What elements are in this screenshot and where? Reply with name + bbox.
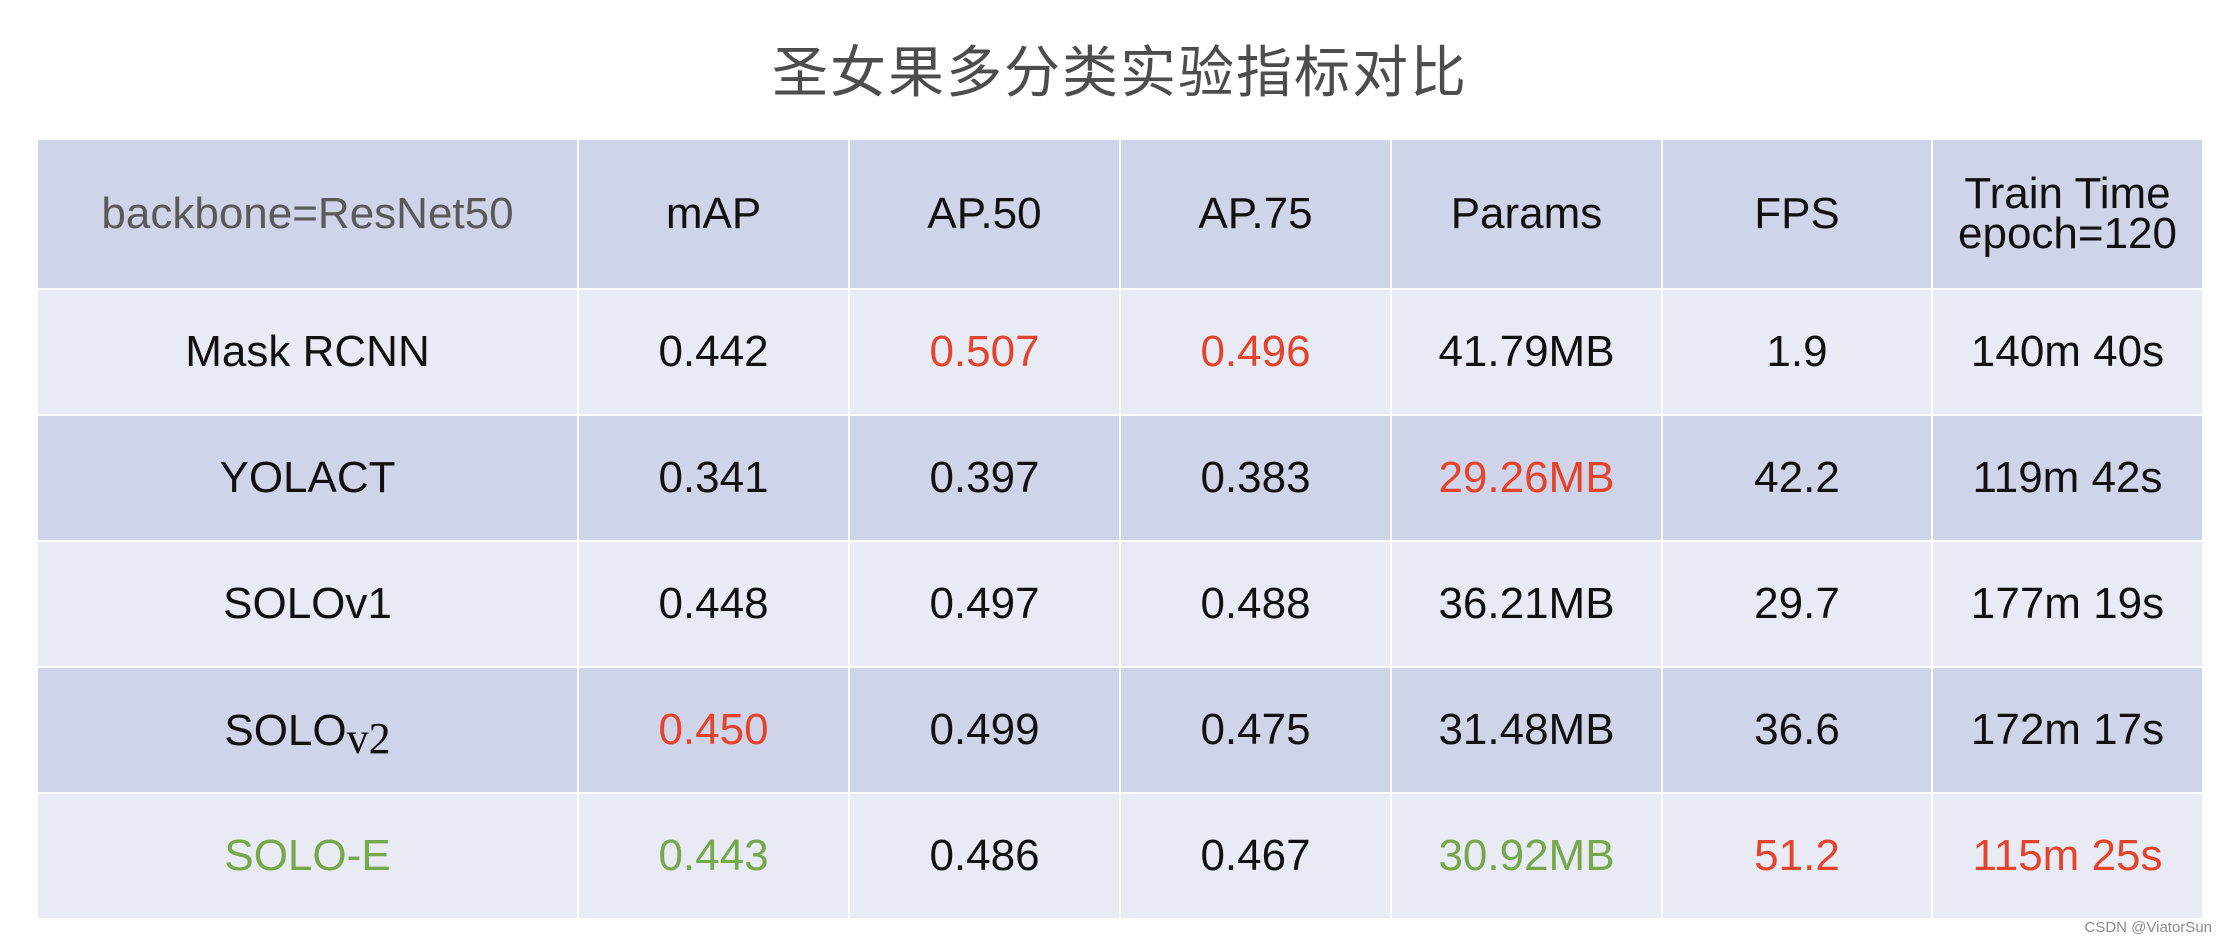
- cell-time: 177m 19s: [1931, 540, 2204, 668]
- cell-params: 41.79MB: [1390, 288, 1663, 416]
- header-train-time-line2: epoch=120: [1958, 209, 2177, 258]
- cell-ap50: 0.397: [848, 414, 1121, 542]
- cell-model: SOLO-E: [36, 792, 579, 920]
- table-row-solo-e: SOLO-E 0.443 0.486 0.467 30.92MB 51.2 11…: [36, 792, 2204, 920]
- header-row: backbone=ResNet50 mAP AP.50 AP.75 Params…: [36, 138, 2204, 290]
- cell-ap50: 0.497: [848, 540, 1121, 668]
- header-train-time: Train Time epoch=120: [1931, 138, 2204, 290]
- header-ap50: AP.50: [848, 138, 1121, 290]
- cell-time: 172m 17s: [1931, 666, 2204, 794]
- cell-params: 31.48MB: [1390, 666, 1663, 794]
- cell-fps: 1.9: [1661, 288, 1933, 416]
- cell-fps: 51.2: [1661, 792, 1933, 920]
- cell-ap75: 0.496: [1119, 288, 1392, 416]
- cell-fps: 42.2: [1661, 414, 1933, 542]
- cell-map: 0.443: [577, 792, 850, 920]
- header-train-time-line1: Train Time: [1964, 169, 2171, 218]
- cell-model: SOLOv2: [36, 666, 579, 794]
- header-backbone: backbone=ResNet50: [36, 138, 579, 290]
- cell-map: 0.448: [577, 540, 850, 668]
- cell-ap50: 0.486: [848, 792, 1121, 920]
- cell-time: 115m 25s: [1931, 792, 2204, 920]
- cell-ap75: 0.383: [1119, 414, 1392, 542]
- cell-map: 0.450: [577, 666, 850, 794]
- cell-time: 119m 42s: [1931, 414, 2204, 542]
- cell-model: YOLACT: [36, 414, 579, 542]
- cell-params: 29.26MB: [1390, 414, 1663, 542]
- header-ap75: AP.75: [1119, 138, 1392, 290]
- cell-params: 30.92MB: [1390, 792, 1663, 920]
- header-map: mAP: [577, 138, 850, 290]
- cell-map: 0.442: [577, 288, 850, 416]
- cell-fps: 36.6: [1661, 666, 1933, 794]
- cell-ap75: 0.475: [1119, 666, 1392, 794]
- cell-ap75: 0.467: [1119, 792, 1392, 920]
- watermark: CSDN @ViatorSun: [2084, 919, 2213, 936]
- cell-fps: 29.7: [1661, 540, 1933, 668]
- header-params: Params: [1390, 138, 1663, 290]
- table-title: 圣女果多分类实验指标对比: [772, 41, 1468, 106]
- comparison-table: backbone=ResNet50 mAP AP.50 AP.75 Params…: [36, 138, 2204, 920]
- cell-model: Mask RCNN: [36, 288, 579, 416]
- table-row-yolact: YOLACT 0.341 0.397 0.383 29.26MB 42.2 11…: [36, 414, 2204, 542]
- table-row-solov2: SOLOv2 0.450 0.499 0.475 31.48MB 36.6 17…: [36, 666, 2204, 794]
- cell-params: 36.21MB: [1390, 540, 1663, 668]
- table-row-solov1: SOLOv1 0.448 0.497 0.488 36.21MB 29.7 17…: [36, 540, 2204, 668]
- cell-ap50: 0.507: [848, 288, 1121, 416]
- cell-time: 140m 40s: [1931, 288, 2204, 416]
- model-name-subscript: v2: [346, 713, 391, 763]
- cell-map: 0.341: [577, 414, 850, 542]
- cell-ap75: 0.488: [1119, 540, 1392, 668]
- model-name-main: SOLO: [224, 705, 347, 755]
- header-fps: FPS: [1661, 138, 1933, 290]
- cell-model: SOLOv1: [36, 540, 579, 668]
- table-row-mask-rcnn: Mask RCNN 0.442 0.507 0.496 41.79MB 1.9 …: [36, 288, 2204, 416]
- cell-ap50: 0.499: [848, 666, 1121, 794]
